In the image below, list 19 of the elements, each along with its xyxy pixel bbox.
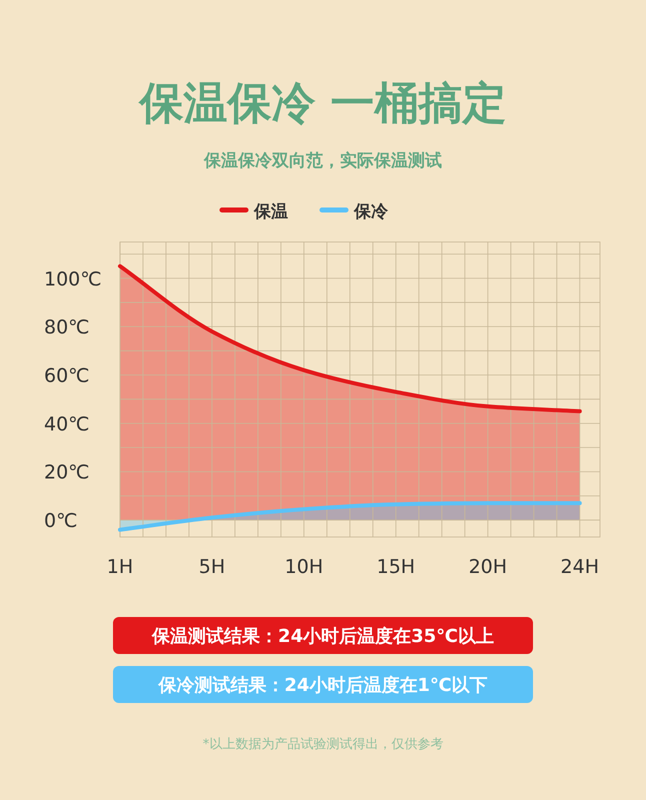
legend-label: 保温 — [253, 202, 288, 222]
x-tick-label: 24H — [560, 556, 600, 578]
text: *以上数据为产品试验测试得出，仅供参考 — [202, 737, 444, 752]
text: 保温测试结果：24小时后温度在35℃以上 — [151, 626, 494, 647]
chart-title: 保温保冷 一桶搞定 — [137, 78, 507, 129]
x-tick-label: 20H — [468, 556, 508, 578]
x-tick-label: 5H — [198, 556, 226, 578]
y-tick-label: 20℃ — [44, 462, 90, 484]
y-tick-label: 60℃ — [44, 364, 90, 387]
y-tick-label: 80℃ — [44, 316, 90, 339]
y-tick-label: 0℃ — [44, 510, 78, 532]
y-tick-label: 100℃ — [44, 268, 102, 290]
chart-subtitle: 保温保冷双向范，实际保温测试 — [203, 151, 442, 171]
x-tick-label: 10H — [284, 556, 324, 578]
x-tick-label: 15H — [376, 556, 416, 578]
y-tick-label: 40℃ — [44, 413, 90, 436]
x-tick-label: 1H — [106, 556, 134, 578]
text: 保冷测试结果：24小时后温度在1℃以下 — [157, 675, 488, 696]
legend-label: 保冷 — [353, 202, 389, 222]
